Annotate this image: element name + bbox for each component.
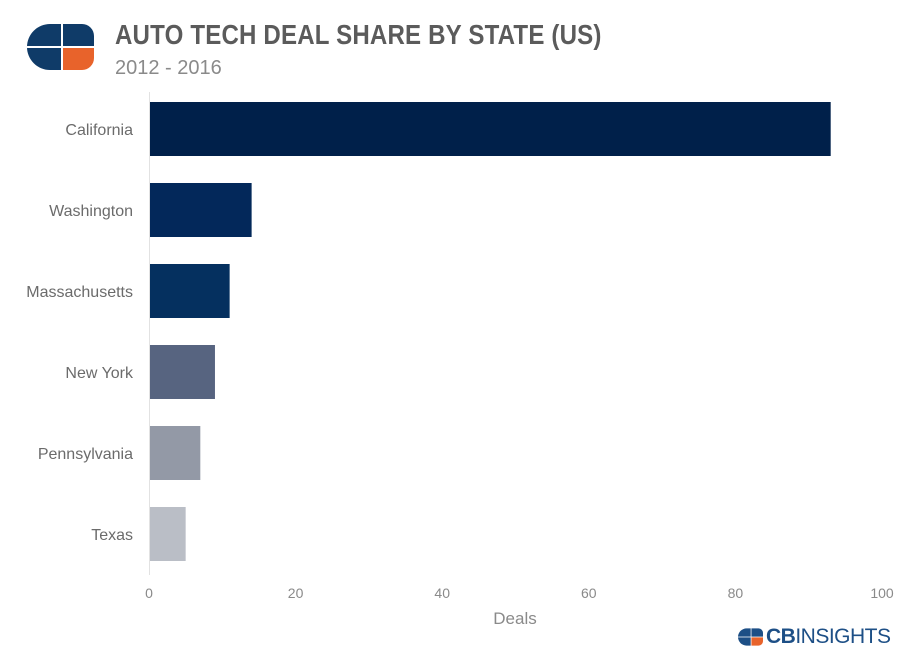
bar-new-york — [150, 345, 215, 399]
chart-title: AUTO TECH DEAL SHARE BY STATE (US) — [115, 19, 602, 50]
category-label-washington: Washington — [49, 203, 133, 220]
bar-pennsylvania — [150, 426, 201, 480]
category-labels-group: California Washington Massachusetts New Yor… — [26, 122, 134, 544]
cbinsights-small-logo-icon — [738, 628, 763, 646]
bar-california — [150, 102, 831, 156]
brand-wordmark: CBINSIGHTS — [766, 625, 891, 649]
chart-subtitle: 2012 - 2016 — [115, 57, 222, 79]
x-axis-label: Deals — [493, 609, 536, 628]
category-label-pennsylvania: Pennsylvania — [38, 446, 133, 463]
category-label-texas: Texas — [91, 527, 133, 544]
footer-brand: CBINSIGHTS — [738, 625, 891, 649]
x-tick-label-80: 80 — [728, 585, 744, 601]
category-label-new-york: New York — [65, 365, 134, 382]
x-tick-label-20: 20 — [288, 585, 304, 601]
bar-washington — [150, 183, 252, 237]
brand-strong: CB — [766, 625, 796, 648]
cbinsights-logo-icon — [27, 24, 94, 70]
x-tick-label-60: 60 — [581, 585, 597, 601]
x-tick-label-100: 100 — [870, 585, 894, 601]
bar-texas — [150, 507, 186, 561]
bar-massachusetts — [150, 264, 230, 318]
category-label-massachusetts: Massachusetts — [26, 284, 133, 301]
x-tick-label-40: 40 — [434, 585, 450, 601]
brand-light: INSIGHTS — [795, 625, 891, 648]
bars-group — [150, 102, 831, 561]
x-tick-labels-group: 0 20 40 60 80 100 — [145, 585, 894, 601]
x-tick-label-0: 0 — [145, 585, 153, 601]
category-label-california: California — [65, 122, 133, 139]
